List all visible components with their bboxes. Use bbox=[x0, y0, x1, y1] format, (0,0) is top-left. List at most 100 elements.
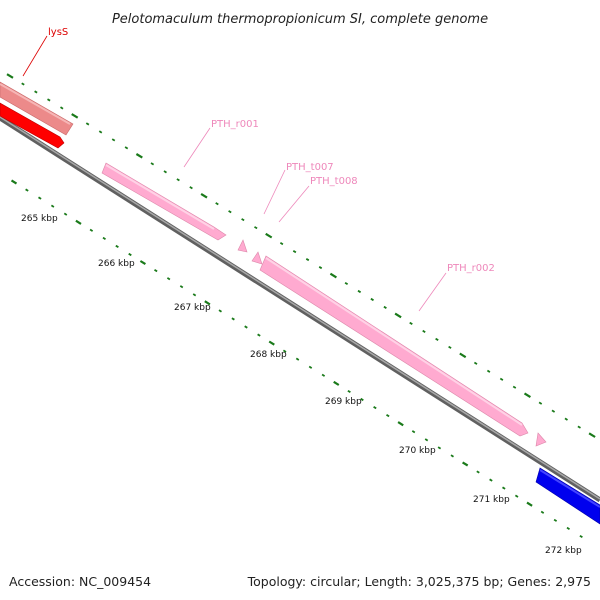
tick-mark bbox=[397, 421, 404, 427]
tick-mark bbox=[75, 219, 82, 225]
scale-labels: 265 kbp 266 kbp 267 kbp 268 kbp 269 kbp … bbox=[21, 214, 582, 556]
tick-mark bbox=[163, 170, 167, 174]
gene-label-PTH_t008[interactable]: PTH_t008 bbox=[310, 176, 358, 187]
tick-mark bbox=[502, 486, 506, 490]
tick-mark bbox=[437, 446, 442, 450]
tick-mark bbox=[124, 146, 129, 150]
feature-PTH_r001[interactable] bbox=[101, 162, 227, 241]
tick-mark bbox=[292, 250, 297, 254]
tick-mark bbox=[244, 325, 248, 329]
scale-label-272: 272 kbp bbox=[545, 546, 582, 556]
tick-mark bbox=[512, 385, 517, 389]
feature-PTH_t007[interactable] bbox=[237, 239, 248, 253]
scale-label-267: 267 kbp bbox=[174, 303, 211, 313]
tick-mark bbox=[265, 232, 273, 239]
tick-mark bbox=[63, 212, 68, 216]
tick-mark bbox=[85, 122, 90, 126]
tick-mark bbox=[25, 188, 29, 192]
tick-mark bbox=[111, 138, 116, 142]
feature-red-inner[interactable] bbox=[0, 102, 65, 149]
scale-label-269: 269 kbp bbox=[325, 397, 362, 407]
tick-mark bbox=[422, 329, 426, 333]
tick-mark bbox=[347, 389, 351, 394]
tick-mark bbox=[370, 297, 374, 302]
tick-mark bbox=[179, 285, 184, 289]
tick-mark bbox=[551, 409, 556, 413]
tick-mark bbox=[476, 470, 480, 474]
tick-mark bbox=[139, 260, 146, 266]
tick-mark bbox=[282, 349, 287, 353]
tick-mark bbox=[50, 204, 55, 208]
tick-mark bbox=[218, 309, 222, 313]
gene-label-PTH_r001[interactable]: PTH_r001 bbox=[211, 119, 259, 130]
tick-mark bbox=[409, 321, 413, 325]
tick-mark bbox=[34, 90, 38, 94]
tick-mark bbox=[383, 305, 387, 309]
tick-mark bbox=[71, 113, 79, 119]
tick-mark bbox=[450, 454, 454, 458]
tick-mark bbox=[295, 357, 300, 361]
scale-label-266: 266 kbp bbox=[98, 259, 135, 269]
tick-mark bbox=[204, 300, 211, 306]
tick-mark bbox=[566, 526, 570, 530]
tick-mark bbox=[321, 373, 326, 377]
tick-mark bbox=[486, 369, 491, 373]
tick-mark bbox=[344, 281, 349, 286]
inner-tick-row bbox=[10, 179, 583, 539]
tick-mark bbox=[473, 361, 478, 365]
genome-backbone bbox=[0, 115, 600, 503]
tick-mark bbox=[231, 317, 235, 321]
tick-mark bbox=[21, 82, 25, 86]
tick-mark bbox=[462, 461, 469, 467]
tick-mark bbox=[166, 277, 171, 281]
tick-mark bbox=[200, 192, 208, 199]
tick-mark bbox=[192, 293, 197, 297]
tick-mark bbox=[60, 106, 64, 110]
gene-label-lysS[interactable]: lysS bbox=[48, 27, 68, 38]
tick-mark bbox=[526, 501, 533, 507]
scale-label-270: 270 kbp bbox=[399, 446, 436, 456]
tick-mark bbox=[579, 534, 583, 539]
tick-mark bbox=[268, 340, 275, 346]
tick-mark bbox=[176, 178, 180, 182]
feature-pink-small-arrow[interactable] bbox=[535, 432, 547, 447]
tick-mark bbox=[257, 333, 261, 337]
tick-mark bbox=[333, 380, 340, 386]
tick-mark bbox=[459, 352, 467, 359]
scale-label-271: 271 kbp bbox=[473, 495, 510, 505]
tick-mark bbox=[98, 130, 103, 134]
tick-mark bbox=[150, 162, 155, 166]
outer-tick-row bbox=[6, 73, 596, 438]
feature-PTH_r002[interactable] bbox=[259, 255, 529, 437]
tick-mark bbox=[47, 98, 51, 102]
tick-mark bbox=[6, 73, 14, 79]
tick-mark bbox=[215, 202, 219, 206]
tick-mark bbox=[386, 414, 390, 418]
tick-mark bbox=[577, 425, 581, 429]
tick-mark bbox=[538, 401, 543, 405]
gene-label-PTH_t007[interactable]: PTH_t007 bbox=[286, 162, 334, 173]
accession-text: Accession: NC_009454 bbox=[9, 574, 151, 589]
tick-mark bbox=[10, 179, 18, 185]
gene-label-PTH_r002[interactable]: PTH_r002 bbox=[447, 263, 495, 274]
tick-mark bbox=[499, 377, 504, 381]
tick-mark bbox=[128, 252, 132, 257]
feature-blue[interactable] bbox=[535, 467, 600, 525]
tick-mark bbox=[189, 186, 193, 190]
tick-mark bbox=[254, 226, 258, 230]
tick-mark bbox=[489, 478, 493, 482]
genome-summary-text: Topology: circular; Length: 3,025,375 bp… bbox=[247, 574, 591, 589]
tick-mark bbox=[154, 269, 158, 273]
gene-label-leaders bbox=[22, 35, 447, 312]
tick-mark bbox=[308, 365, 313, 369]
tick-mark bbox=[360, 397, 364, 402]
tick-mark bbox=[279, 242, 284, 246]
tick-mark bbox=[435, 337, 439, 341]
tick-mark bbox=[411, 430, 416, 434]
tick-mark bbox=[424, 438, 429, 442]
scale-label-265: 265 kbp bbox=[21, 214, 58, 224]
tick-mark bbox=[553, 518, 558, 522]
feature-PTH_t008[interactable] bbox=[251, 251, 263, 265]
